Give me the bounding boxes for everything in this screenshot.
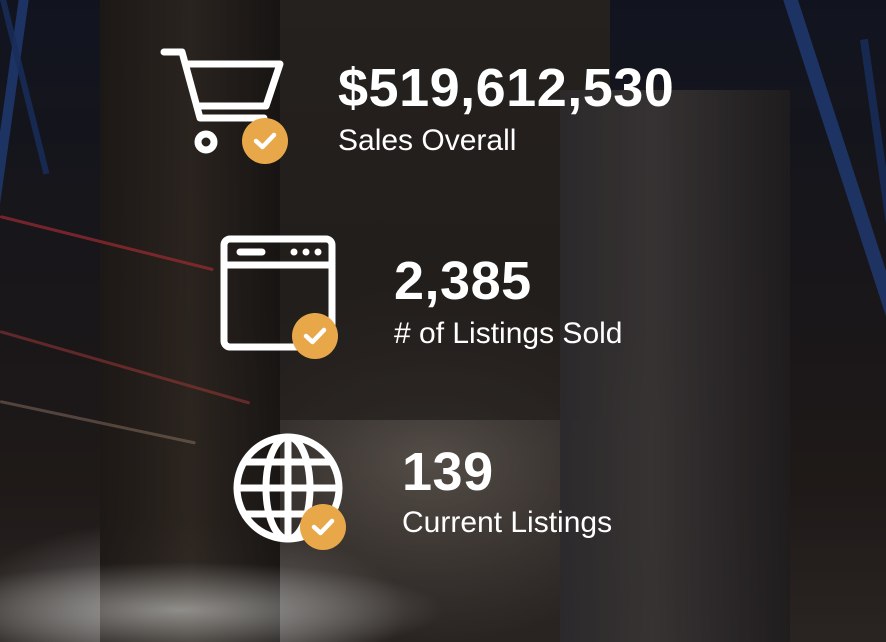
stat-text: 139 Current Listings [402, 442, 612, 540]
stat-sales-overall: $519,612,530 Sales Overall [160, 46, 674, 166]
stat-label: Current Listings [402, 506, 613, 539]
stat-value: $519,612,530 [338, 58, 675, 118]
check-badge [242, 118, 288, 164]
checkmark-icon [253, 132, 277, 150]
stat-listings-sold: 2,385 # of Listings Sold [220, 235, 622, 363]
stat-current-listings: 139 Current Listings [232, 432, 612, 554]
checkmark-icon [311, 518, 335, 536]
bridge-tower-center [280, 0, 610, 420]
check-badge [292, 313, 338, 359]
stat-icon-wrap [232, 432, 362, 554]
stat-value: 2,385 [394, 251, 532, 311]
stat-label: Sales Overall [338, 124, 517, 157]
stat-icon-wrap [160, 46, 310, 166]
road-light-trail [0, 540, 600, 642]
stat-icon-wrap [220, 235, 350, 363]
browser-window-icon [220, 235, 336, 351]
globe-icon [233, 433, 343, 543]
stat-label: # of Listings Sold [394, 317, 623, 350]
stat-value: 139 [402, 442, 494, 502]
shopping-cart-icon [160, 48, 284, 154]
check-badge [300, 504, 346, 550]
stat-text: 2,385 # of Listings Sold [394, 251, 622, 351]
stat-text: $519,612,530 Sales Overall [338, 58, 674, 158]
checkmark-icon [303, 327, 327, 345]
